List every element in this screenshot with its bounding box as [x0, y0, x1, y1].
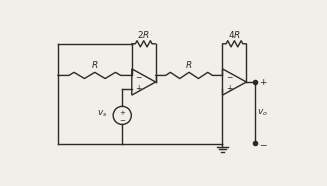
Text: $-$: $-$: [119, 116, 126, 122]
Text: $v_o$: $v_o$: [257, 107, 268, 118]
Text: $4R$: $4R$: [228, 28, 241, 39]
Text: $R$: $R$: [91, 59, 98, 70]
Text: $+$: $+$: [135, 83, 143, 93]
Text: $-$: $-$: [135, 71, 143, 80]
Text: $2R$: $2R$: [137, 28, 150, 39]
Text: $+$: $+$: [119, 108, 126, 117]
Text: $v_s$: $v_s$: [97, 109, 108, 119]
Text: $-$: $-$: [226, 71, 233, 80]
Text: $+$: $+$: [259, 76, 267, 86]
Text: $-$: $-$: [259, 139, 267, 148]
Text: $+$: $+$: [226, 83, 233, 93]
Text: $R$: $R$: [185, 59, 193, 70]
